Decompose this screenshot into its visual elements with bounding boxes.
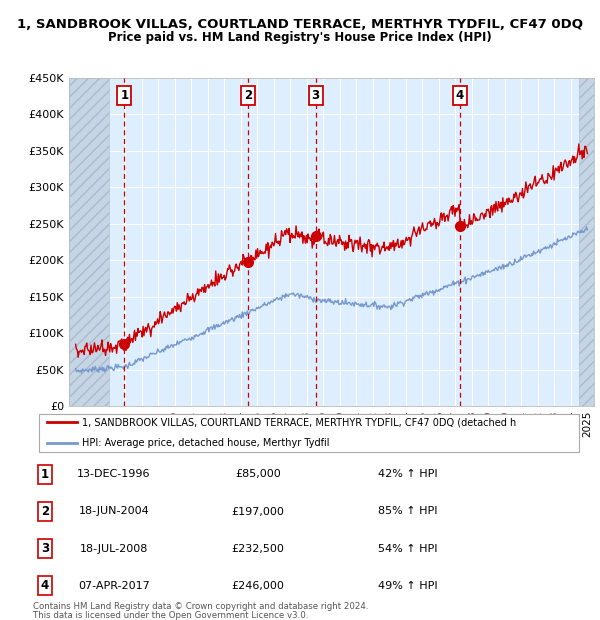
Text: 2: 2 bbox=[244, 89, 253, 102]
Text: 3: 3 bbox=[41, 542, 49, 555]
Text: 4: 4 bbox=[41, 580, 49, 592]
Text: 18-JUL-2008: 18-JUL-2008 bbox=[80, 544, 148, 554]
Text: Contains HM Land Registry data © Crown copyright and database right 2024.: Contains HM Land Registry data © Crown c… bbox=[33, 602, 368, 611]
Text: 1: 1 bbox=[120, 89, 128, 102]
Text: HPI: Average price, detached house, Merthyr Tydfil: HPI: Average price, detached house, Mert… bbox=[82, 438, 330, 448]
Text: This data is licensed under the Open Government Licence v3.0.: This data is licensed under the Open Gov… bbox=[33, 611, 308, 619]
Text: 4: 4 bbox=[455, 89, 464, 102]
Text: 07-APR-2017: 07-APR-2017 bbox=[78, 581, 150, 591]
Text: 1, SANDBROOK VILLAS, COURTLAND TERRACE, MERTHYR TYDFIL, CF47 0DQ (detached h: 1, SANDBROOK VILLAS, COURTLAND TERRACE, … bbox=[82, 417, 517, 427]
Bar bbox=[69, 78, 109, 406]
Text: 42% ↑ HPI: 42% ↑ HPI bbox=[378, 469, 437, 479]
Text: 54% ↑ HPI: 54% ↑ HPI bbox=[378, 544, 437, 554]
Text: 2: 2 bbox=[41, 505, 49, 518]
Text: 85% ↑ HPI: 85% ↑ HPI bbox=[378, 507, 437, 516]
Text: £85,000: £85,000 bbox=[235, 469, 281, 479]
Text: £246,000: £246,000 bbox=[232, 581, 284, 591]
Text: 1, SANDBROOK VILLAS, COURTLAND TERRACE, MERTHYR TYDFIL, CF47 0DQ: 1, SANDBROOK VILLAS, COURTLAND TERRACE, … bbox=[17, 19, 583, 31]
Text: Price paid vs. HM Land Registry's House Price Index (HPI): Price paid vs. HM Land Registry's House … bbox=[108, 31, 492, 43]
Text: £232,500: £232,500 bbox=[232, 544, 284, 554]
Text: 18-JUN-2004: 18-JUN-2004 bbox=[79, 507, 149, 516]
Text: 13-DEC-1996: 13-DEC-1996 bbox=[77, 469, 151, 479]
Bar bbox=[579, 78, 594, 406]
FancyBboxPatch shape bbox=[39, 414, 579, 452]
Text: £197,000: £197,000 bbox=[232, 507, 284, 516]
Text: 49% ↑ HPI: 49% ↑ HPI bbox=[378, 581, 437, 591]
Text: 3: 3 bbox=[311, 89, 320, 102]
Text: 1: 1 bbox=[41, 468, 49, 481]
